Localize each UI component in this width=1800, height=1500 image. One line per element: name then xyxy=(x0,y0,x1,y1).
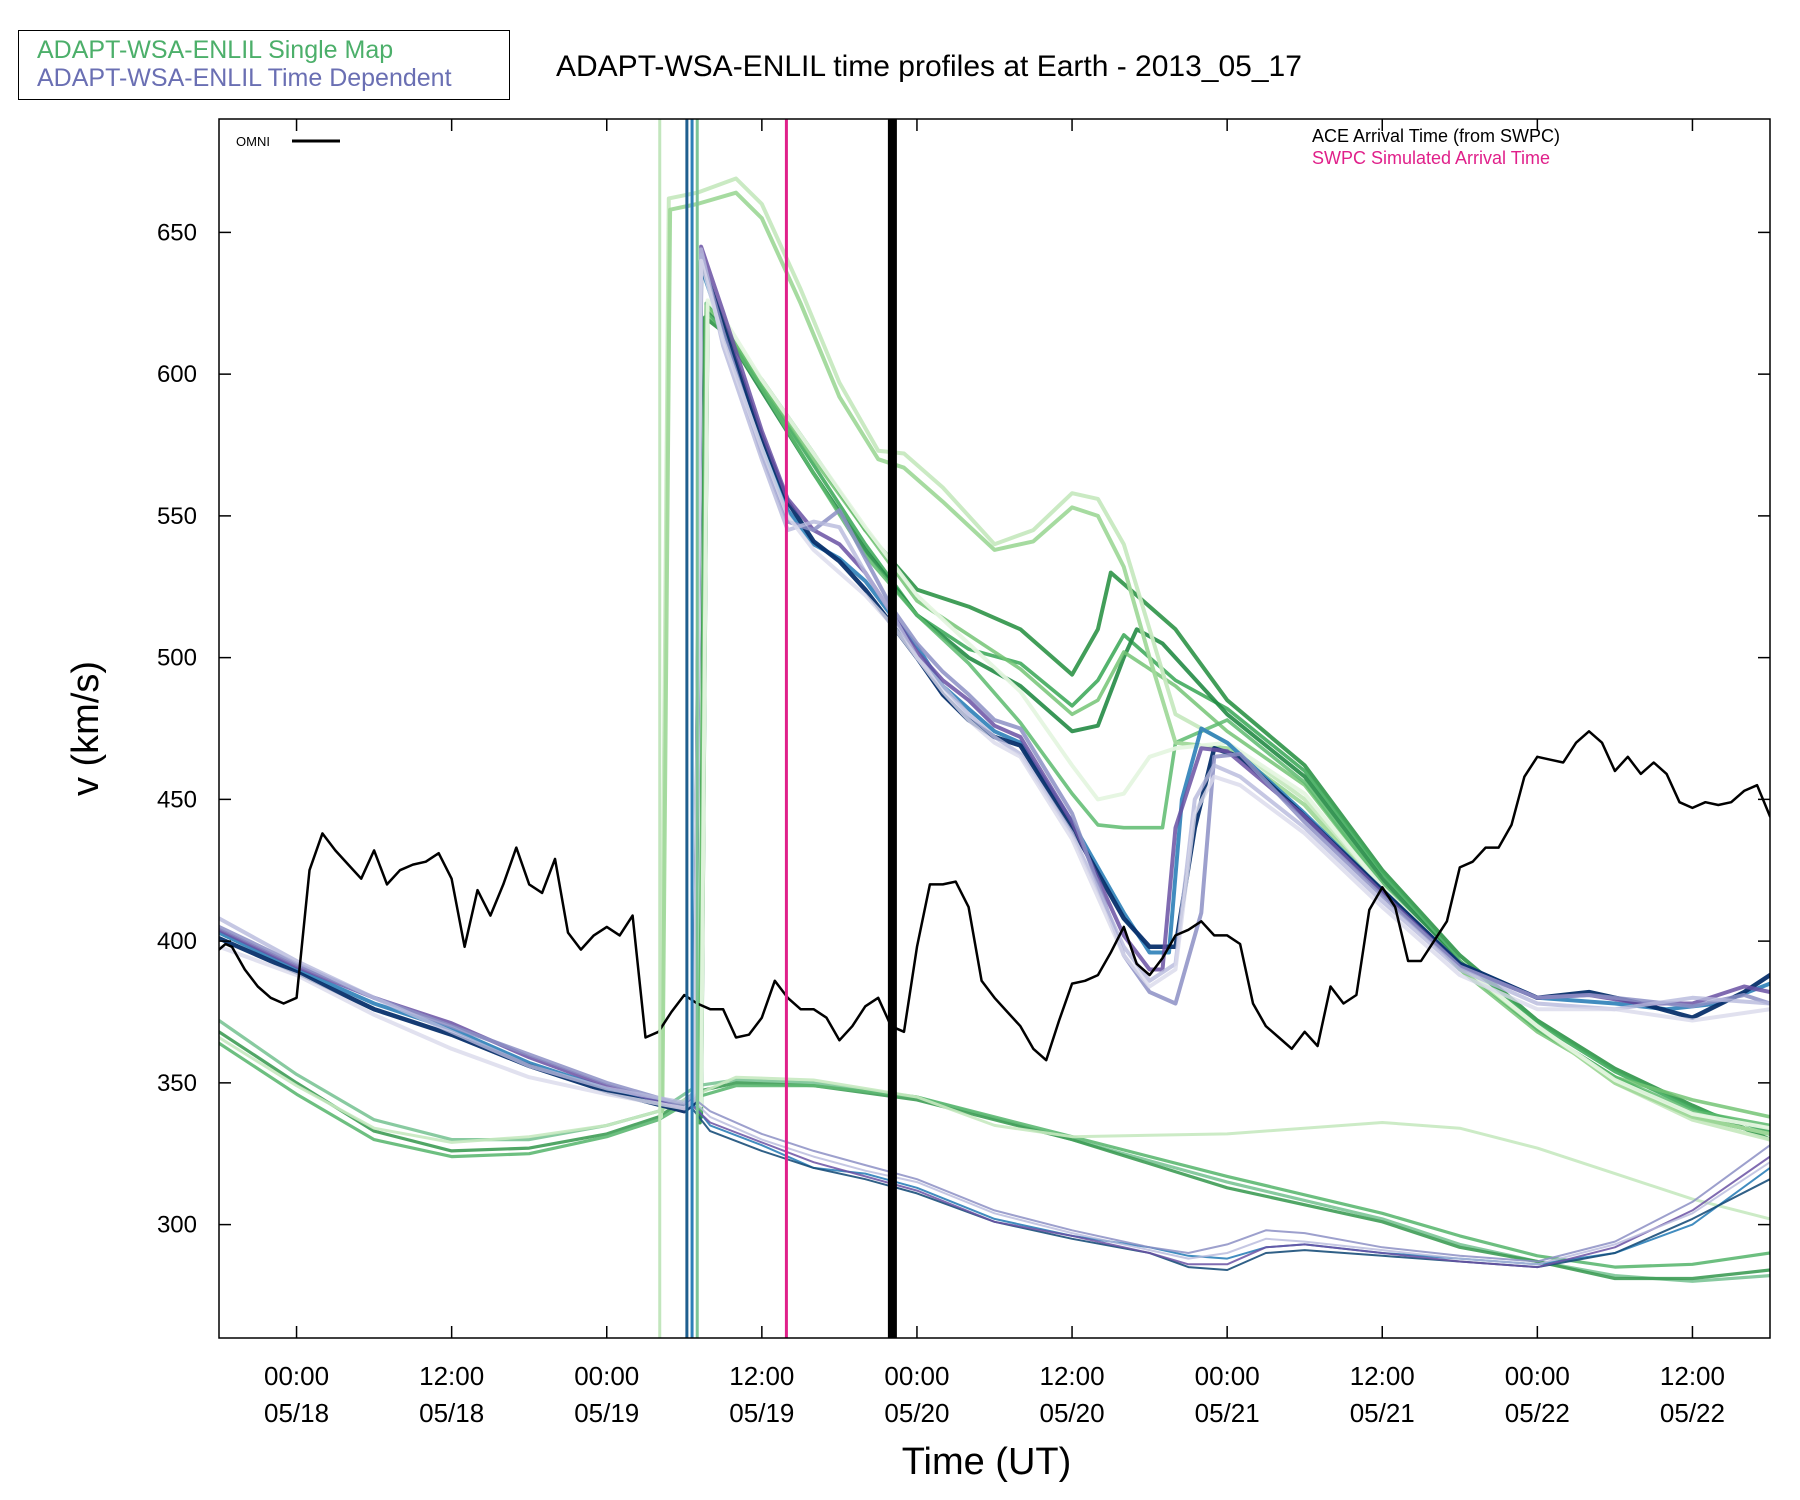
single-map-series-line xyxy=(219,1041,1770,1269)
x-tick-label-date: 05/20 xyxy=(1040,1398,1105,1428)
time-dependent-series-line xyxy=(219,258,1770,1114)
x-tick-label-time: 12:00 xyxy=(1350,1361,1415,1391)
x-tick-label-time: 00:00 xyxy=(264,1361,329,1391)
time-dependent-series-line xyxy=(219,253,1770,1108)
x-tick-label-time: 00:00 xyxy=(1505,1361,1570,1391)
single-map-series-line xyxy=(219,1036,1770,1221)
x-tick-label-time: 12:00 xyxy=(1660,1361,1725,1391)
time-dependent-series-line xyxy=(691,1098,1770,1266)
y-tick-label: 400 xyxy=(157,928,197,955)
time-dependent-series-line xyxy=(219,258,1770,1111)
time-dependent-series-line xyxy=(691,1096,1770,1263)
time-dependent-series-line xyxy=(219,264,1770,1111)
legend-box: ADAPT-WSA-ENLIL Single Map ADAPT-WSA-ENL… xyxy=(18,30,510,100)
x-tick-label-time: 12:00 xyxy=(1040,1361,1105,1391)
y-tick-label: 650 xyxy=(157,219,197,246)
ace-arrival-label: ACE Arrival Time (from SWPC) xyxy=(1312,126,1561,146)
y-tick-label: 500 xyxy=(157,645,197,672)
legend-time-dependent: ADAPT-WSA-ENLIL Time Dependent xyxy=(37,64,452,92)
x-tick-label-date: 05/19 xyxy=(729,1398,794,1428)
x-tick-label-time: 12:00 xyxy=(419,1361,484,1391)
y-tick-label: 600 xyxy=(157,361,197,388)
time-dependent-series-line xyxy=(219,247,1770,1105)
y-tick-label: 450 xyxy=(157,786,197,813)
x-tick-label-date: 05/20 xyxy=(884,1398,949,1428)
y-tick-label: 550 xyxy=(157,503,197,530)
x-tick-label-date: 05/18 xyxy=(419,1398,484,1428)
x-tick-label-date: 05/21 xyxy=(1350,1398,1415,1428)
time-dependent-series-line xyxy=(219,244,1770,1111)
single-map-series-line xyxy=(660,190,1770,1136)
swpc-simulated-label: SWPC Simulated Arrival Time xyxy=(1312,148,1551,168)
legend-omni-label: OMNI xyxy=(236,134,270,149)
x-tick-label-time: 00:00 xyxy=(1195,1361,1260,1391)
x-tick-label-time: 12:00 xyxy=(729,1361,794,1391)
chart-title: ADAPT-WSA-ENLIL time profiles at Earth -… xyxy=(556,50,1302,83)
x-tick-label-date: 05/18 xyxy=(264,1398,329,1428)
x-tick-label-time: 00:00 xyxy=(884,1361,949,1391)
x-tick-label-date: 05/21 xyxy=(1195,1398,1260,1428)
x-tick-label-time: 00:00 xyxy=(574,1361,639,1391)
legend-single-map: ADAPT-WSA-ENLIL Single Map xyxy=(37,36,394,64)
omni-series-line xyxy=(219,730,1770,1062)
y-axis-title: v (km/s) xyxy=(65,661,107,796)
y-tick-label: 300 xyxy=(157,1212,197,1239)
plot-area xyxy=(219,119,1770,1338)
x-axis-title: Time (UT) xyxy=(902,1441,1072,1483)
y-tick-label: 350 xyxy=(157,1070,197,1097)
time-dependent-series-line xyxy=(691,1104,1770,1269)
x-tick-label-date: 05/22 xyxy=(1505,1398,1570,1428)
x-tick-label-date: 05/22 xyxy=(1660,1398,1725,1428)
x-tick-label-date: 05/19 xyxy=(574,1398,639,1428)
plot-frame xyxy=(218,118,1771,1339)
